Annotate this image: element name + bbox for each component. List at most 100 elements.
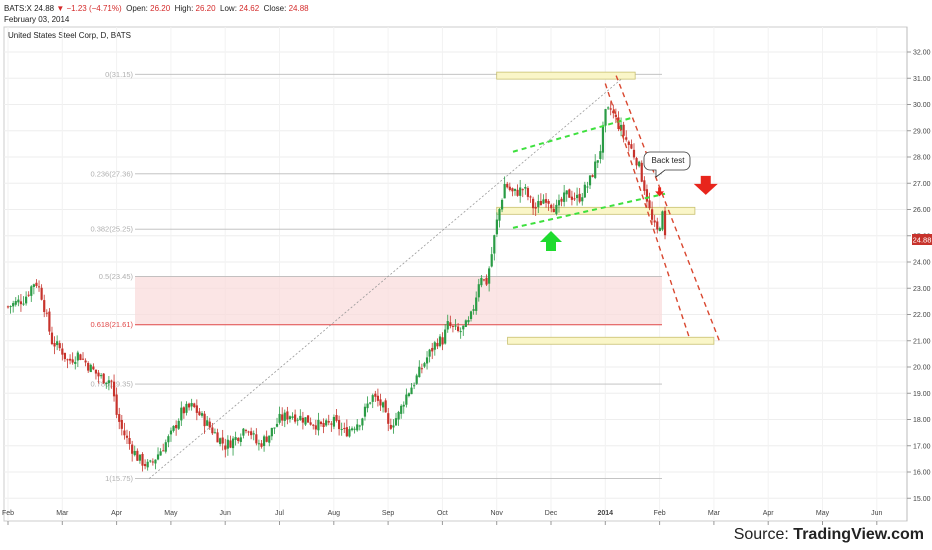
candle-body	[263, 436, 265, 446]
time-tick-label: Apr	[763, 510, 775, 517]
price-tick-label: 18.00	[913, 417, 931, 424]
candle-body	[66, 359, 68, 360]
candle-body	[524, 187, 526, 189]
candle-body	[20, 301, 22, 304]
candle-body	[134, 451, 136, 455]
price-tick-label: 32.00	[913, 50, 931, 57]
candle-body	[535, 207, 537, 209]
candle-body	[235, 437, 237, 440]
candle-body	[9, 306, 11, 307]
candle-body	[157, 454, 159, 459]
candle-body	[506, 184, 508, 187]
candle-body	[268, 436, 270, 443]
candle-body	[69, 359, 71, 361]
candle-body	[462, 326, 464, 330]
candle-body	[478, 284, 480, 297]
candle-body	[348, 429, 350, 436]
price-tick-label: 28.00	[913, 155, 931, 162]
candle-body	[483, 279, 485, 280]
candle-body	[15, 301, 17, 305]
candle-body	[377, 396, 379, 401]
candle-body	[516, 190, 518, 196]
candle-body	[576, 195, 578, 198]
candle-body	[400, 406, 402, 414]
candle-body	[229, 440, 231, 447]
candle-body	[211, 427, 213, 433]
candle-body	[227, 440, 229, 449]
candle-body	[359, 426, 361, 427]
price-tick-label: 21.00	[913, 338, 931, 345]
candle-body	[250, 431, 252, 435]
candle-body	[193, 403, 195, 407]
candle-body	[160, 451, 162, 455]
grid	[4, 27, 907, 521]
candle-body	[361, 418, 363, 425]
candle-body	[421, 368, 423, 369]
support-zone-bottom	[508, 337, 714, 344]
candle-body	[633, 150, 635, 158]
candle-body	[25, 297, 27, 304]
candle-body	[121, 420, 123, 429]
candle-body	[53, 343, 55, 346]
candle-body	[439, 336, 441, 346]
candle-body	[17, 300, 19, 303]
candle-body	[568, 189, 570, 197]
candle-body	[542, 199, 544, 203]
source-prefix: Source:	[734, 526, 794, 543]
price-axis: 32.0031.0030.0029.0028.0027.0026.0025.00…	[907, 27, 931, 521]
candle-body	[299, 416, 301, 420]
candle-body	[152, 461, 154, 462]
candle-body	[540, 201, 542, 205]
candle-body	[183, 407, 185, 413]
candle-body	[527, 188, 529, 197]
candle-body	[198, 411, 200, 415]
source-brand: TradingView.com	[793, 526, 924, 543]
candle-body	[196, 405, 198, 413]
candle-body	[82, 359, 84, 360]
candle-body	[403, 405, 405, 407]
candle-body	[136, 451, 138, 461]
candle-body	[167, 436, 169, 442]
candle-body	[33, 284, 35, 287]
candle-body	[131, 445, 133, 454]
chart-border	[4, 27, 907, 521]
candle-body	[558, 200, 560, 205]
candle-body	[382, 402, 384, 407]
candle-body	[149, 461, 151, 462]
candle-body	[460, 331, 462, 332]
candle-body	[35, 283, 37, 286]
time-tick-label: Oct	[437, 510, 448, 517]
candle-body	[646, 189, 648, 201]
time-tick-label: Feb	[654, 510, 666, 517]
candle-body	[325, 420, 327, 425]
candle-body	[607, 107, 609, 108]
candle-body	[584, 185, 586, 198]
candle-body	[366, 404, 368, 409]
time-tick-label: Nov	[490, 510, 503, 517]
candle-body	[224, 445, 226, 449]
candle-body	[392, 425, 394, 427]
fib-level-label: 0.382(25.25)	[90, 225, 133, 234]
time-tick-label: May	[816, 510, 830, 517]
candle-body	[180, 408, 182, 421]
candle-body	[372, 395, 374, 402]
candle-body	[206, 420, 208, 425]
candle-body	[144, 464, 146, 466]
time-tick-label: Jun	[871, 510, 882, 517]
candle-body	[245, 430, 247, 431]
candle-body	[364, 407, 366, 417]
candle-body	[126, 436, 128, 438]
candle-body	[473, 309, 475, 311]
candle-body	[310, 422, 312, 424]
candle-body	[423, 363, 425, 366]
fib-level-label: 0.5(23.45)	[99, 272, 134, 281]
candle-body	[175, 425, 177, 428]
candle-body	[48, 312, 50, 332]
candle-body	[214, 432, 216, 433]
candle-body	[191, 403, 193, 406]
time-tick-label: Jul	[275, 510, 284, 517]
candle-body	[610, 108, 612, 109]
candle-body	[338, 420, 340, 429]
candle-body	[289, 416, 291, 419]
